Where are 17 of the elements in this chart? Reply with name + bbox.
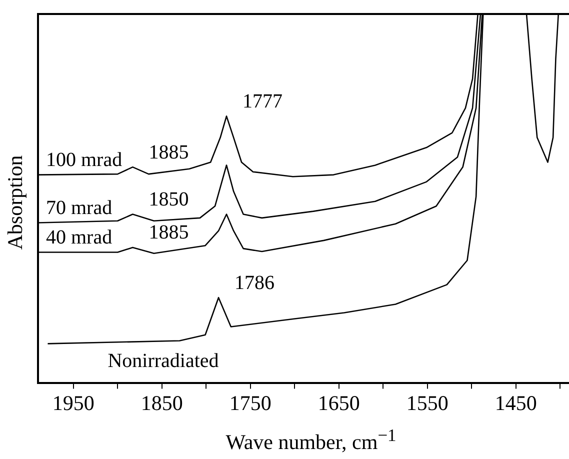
x-tick-label: 1450 xyxy=(494,390,537,415)
x-tick-label: 1550 xyxy=(406,390,448,415)
x-axis-title: Wave number, cm$^{−1}$ xyxy=(224,425,398,455)
series-label: 40 mrad xyxy=(46,226,112,248)
annotation: 1786 xyxy=(234,272,275,294)
x-tick-label: 1750 xyxy=(229,390,272,415)
x-tick-label: 1650 xyxy=(318,390,360,415)
annotation: 1850 xyxy=(148,188,189,211)
x-tick-label: 1850 xyxy=(140,390,183,415)
annotation: 1885 xyxy=(148,141,189,164)
series-label: 70 mrad xyxy=(46,196,112,219)
series-label: 100 mrad xyxy=(46,149,122,172)
y-axis-title: Absorption xyxy=(2,154,28,250)
x-tick-label: 1950 xyxy=(52,390,94,415)
annotation: 1777 xyxy=(242,90,283,112)
annotation: 1885 xyxy=(148,222,189,244)
series-label: Nonirradiated xyxy=(108,350,219,372)
